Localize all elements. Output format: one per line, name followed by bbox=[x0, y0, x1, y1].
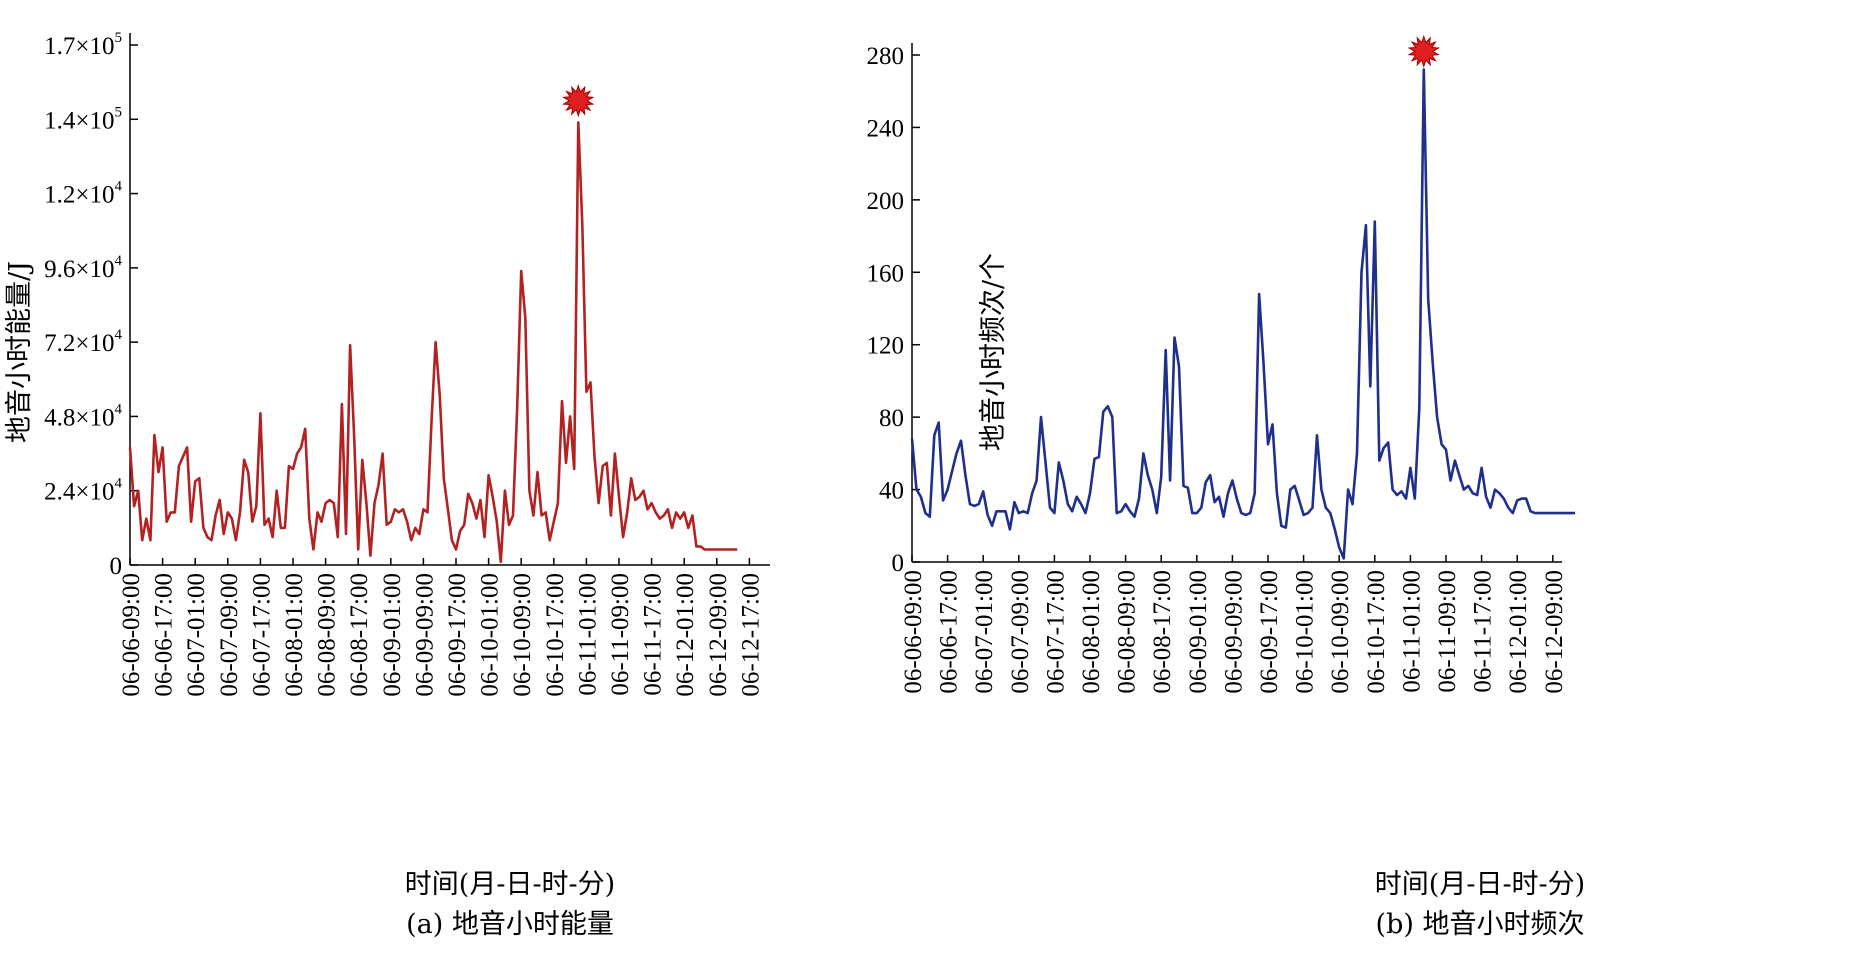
x-tick-label: 06-06-09:00 bbox=[900, 570, 927, 694]
y-tick-label: 2.4×104 bbox=[44, 476, 122, 506]
x-tick-label: 06-08-17:00 bbox=[1149, 570, 1176, 694]
x-tick-label: 06-07-01:00 bbox=[183, 573, 210, 697]
y-tick-label: 80 bbox=[879, 405, 904, 432]
x-tick-label: 06-09-17:00 bbox=[1256, 570, 1283, 694]
y-tick-label: 200 bbox=[867, 188, 905, 215]
energy-chart-panel: 0 2.4×104 4.8×104 7.2×104 9.6×104 1.2×104 1.4×… bbox=[4, 30, 770, 940]
x-tick-label: 06-08-09:00 bbox=[1114, 570, 1141, 694]
x-tick-label: 06-12-09:00 bbox=[1541, 570, 1568, 694]
x-tick-label: 06-12-17:00 bbox=[737, 573, 764, 697]
x-tick-label: 06-07-09:00 bbox=[216, 573, 243, 697]
x-tick-label: 06-09-09:00 bbox=[411, 573, 438, 697]
x-tick-label: 06-09-17:00 bbox=[444, 573, 471, 697]
x-tick-label: 06-11-17:00 bbox=[640, 573, 667, 696]
y-tick-label: 240 bbox=[867, 115, 905, 142]
x-tick-label: 06-12-09:00 bbox=[705, 573, 732, 697]
x-tick-label: 06-07-17:00 bbox=[248, 573, 275, 697]
y-tick-label: 9.6×104 bbox=[44, 253, 122, 283]
count-chart-caption: (b) 地音小时频次 bbox=[1376, 909, 1585, 940]
x-tick-label: 06-08-01:00 bbox=[281, 573, 308, 697]
x-tick-label: 06-07-17:00 bbox=[1042, 570, 1069, 694]
x-tick-label: 06-06-17:00 bbox=[936, 570, 963, 694]
y-tick-label: 7.2×104 bbox=[44, 327, 122, 357]
count-y-axis-title: 地音小时频次/个 bbox=[978, 253, 1009, 451]
x-tick-label: 06-10-09:00 bbox=[1327, 570, 1354, 694]
x-tick-label: 06-11-09:00 bbox=[1434, 570, 1461, 693]
energy-chart-caption: (a) 地音小时能量 bbox=[406, 909, 614, 940]
x-tick-label: 06-11-01:00 bbox=[574, 573, 601, 696]
count-x-axis-title: 时间(月-日-时-分) bbox=[1375, 869, 1585, 900]
x-tick-label: 06-12-01:00 bbox=[1505, 570, 1532, 694]
x-tick-label: 06-08-09:00 bbox=[314, 573, 341, 697]
y-tick-label: 1.4×105 bbox=[44, 104, 122, 134]
y-tick-label: 1.2×104 bbox=[44, 179, 122, 209]
x-tick-label: 06-11-09:00 bbox=[607, 573, 634, 696]
x-tick-label: 06-12-01:00 bbox=[672, 573, 699, 697]
x-tick-label: 06-08-01:00 bbox=[1078, 570, 1105, 694]
y-tick-label: 40 bbox=[879, 478, 904, 505]
x-tick-label: 06-10-17:00 bbox=[1363, 570, 1390, 694]
x-tick-label: 06-11-01:00 bbox=[1398, 570, 1425, 693]
count-plot-area: 0 40 80 120 160 200 240 280 06-06-09:00 06-06-17:… bbox=[867, 34, 1576, 694]
energy-x-axis-title: 时间(月-日-时-分) bbox=[405, 869, 615, 900]
peak-burst-marker bbox=[1407, 34, 1440, 68]
energy-y-axis-title: 地音小时能量/J bbox=[4, 261, 35, 443]
x-tick-label: 06-06-09:00 bbox=[118, 573, 145, 697]
x-tick-label: 06-10-09:00 bbox=[509, 573, 536, 697]
y-tick-label: 0 bbox=[892, 550, 905, 577]
x-tick-label: 06-07-09:00 bbox=[1007, 570, 1034, 694]
y-tick-label: 280 bbox=[867, 43, 905, 70]
y-tick-label: 0 bbox=[110, 553, 123, 580]
x-tick-label: 06-09-09:00 bbox=[1220, 570, 1247, 694]
y-tick-label: 120 bbox=[867, 333, 905, 360]
x-tick-label: 06-09-01:00 bbox=[379, 573, 406, 697]
series-line bbox=[910, 68, 1576, 560]
y-tick-label: 1.7×105 bbox=[44, 30, 122, 60]
x-tick-label: 06-08-17:00 bbox=[346, 573, 373, 697]
x-tick-label: 06-09-01:00 bbox=[1185, 570, 1212, 694]
x-tick-label: 06-07-01:00 bbox=[971, 570, 998, 694]
y-tick-label: 160 bbox=[867, 260, 905, 287]
count-chart-panel: 0 40 80 120 160 200 240 280 06-06-09:00 06-06-17:… bbox=[867, 34, 1585, 940]
series-line bbox=[128, 121, 738, 564]
x-tick-label: 06-10-01:00 bbox=[1292, 570, 1319, 694]
energy-plot-area: 0 2.4×104 4.8×104 7.2×104 9.6×104 1.2×104 1.4×… bbox=[44, 30, 770, 697]
peak-burst-marker bbox=[561, 84, 595, 118]
y-tick-label: 4.8×104 bbox=[44, 401, 122, 431]
x-tick-label: 06-10-01:00 bbox=[477, 573, 504, 697]
x-tick-label: 06-11-17:00 bbox=[1470, 570, 1497, 693]
x-tick-label: 06-10-17:00 bbox=[542, 573, 569, 697]
x-tick-label: 06-06-17:00 bbox=[151, 573, 178, 697]
